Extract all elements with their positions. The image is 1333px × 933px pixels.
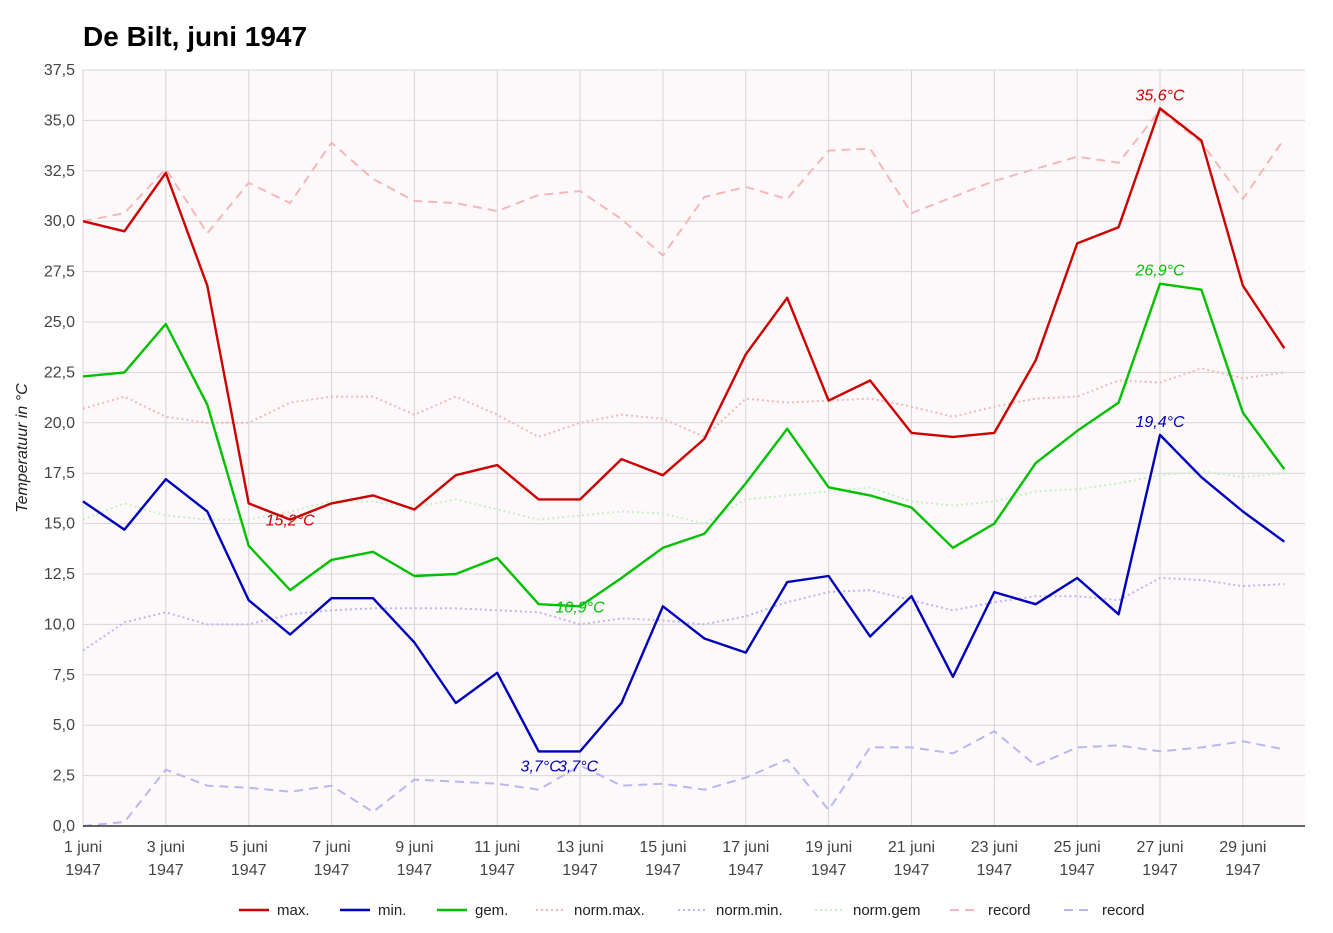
- x-tick-label: 17 juni: [722, 839, 769, 856]
- x-axis-ticks: 1 juni 1947 3 juni 1947 5 juni 1947 7 juni 1947…: [64, 839, 1267, 879]
- x-tick-year-label: 1947: [894, 862, 930, 879]
- y-tick-label: 20,0: [44, 415, 75, 432]
- data-label: 3,7°C: [521, 758, 562, 775]
- x-tick-label: 21 juni: [888, 839, 935, 856]
- data-label: 26,9°C: [1134, 263, 1185, 280]
- x-tick-year-label: 1947: [65, 862, 101, 879]
- series-line-gem-2: [82, 282, 1286, 608]
- legend: max. min. gem. norm.max. norm.min. norm.gem re…: [239, 902, 1145, 919]
- x-tick-label: 9 juni: [395, 839, 433, 856]
- x-tick-year-label: 1947: [977, 862, 1013, 879]
- y-tick-label: 37,5: [44, 62, 75, 79]
- x-tick-label: 11 juni: [474, 839, 520, 856]
- x-tick-year-label: 1947: [811, 862, 847, 879]
- x-tick-year-label: 1947: [314, 862, 350, 879]
- y-tick-label: 17,5: [44, 465, 75, 482]
- x-tick-label: 19 juni: [805, 839, 852, 856]
- y-tick-label: 32,5: [44, 163, 75, 180]
- x-tick-label: 13 juni: [557, 839, 604, 856]
- y-tick-label: 27,5: [44, 264, 75, 281]
- x-tick-year-label: 1947: [397, 862, 433, 879]
- series-line-record-6: [82, 109, 1286, 257]
- y-tick-label: 35,0: [44, 112, 75, 129]
- legend-label[interactable]: record: [988, 902, 1031, 919]
- x-tick-label: 27 juni: [1136, 839, 1183, 856]
- y-tick-label: 12,5: [44, 566, 75, 583]
- y-tick-label: 5,0: [53, 717, 75, 734]
- legend-label[interactable]: record: [1102, 902, 1145, 919]
- series-line-normmax-3: [82, 367, 1285, 438]
- x-tick-label: 7 juni: [312, 839, 350, 856]
- x-tick-label: 15 juni: [639, 839, 686, 856]
- x-tick-label: 29 juni: [1219, 839, 1266, 856]
- x-tick-year-label: 1947: [562, 862, 598, 879]
- series-line-min-1: [82, 433, 1286, 753]
- y-tick-label: 25,0: [44, 314, 75, 331]
- y-tick-label: 0,0: [53, 818, 75, 835]
- x-tick-year-label: 1947: [479, 862, 515, 879]
- data-label: 35,6°C: [1135, 87, 1185, 104]
- y-axis-ticks: 0,0 2,5 5,0 7,5 10,0 12,5 15,0 17,5 20,0 22,5 25,0…: [44, 62, 75, 835]
- y-tick-label: 10,0: [44, 616, 75, 633]
- y-tick-label: 7,5: [53, 667, 75, 684]
- y-tick-label: 22,5: [44, 364, 75, 381]
- y-axis-title: Temperatuur in °C: [14, 383, 31, 513]
- x-tick-label: 5 juni: [230, 839, 268, 856]
- x-tick-label: 23 juni: [971, 839, 1018, 856]
- data-label: 15,2°C: [266, 513, 316, 530]
- x-tick-year-label: 1947: [1059, 862, 1095, 879]
- x-tick-year-label: 1947: [728, 862, 764, 879]
- x-tick-year-label: 1947: [1225, 862, 1261, 879]
- x-tick-label: 25 juni: [1054, 839, 1101, 856]
- legend-label[interactable]: max.: [277, 902, 310, 919]
- series-line-record-7: [82, 730, 1285, 827]
- legend-label[interactable]: gem.: [475, 902, 508, 919]
- chart-title: De Bilt, juni 1947: [83, 21, 307, 52]
- data-label: 10,9°C: [556, 599, 606, 616]
- series-line-max-0: [82, 107, 1286, 521]
- x-tick-year-label: 1947: [1142, 862, 1178, 879]
- legend-label[interactable]: norm.max.: [574, 902, 645, 919]
- x-tick-label: 3 juni: [147, 839, 185, 856]
- x-tick-year-label: 1947: [645, 862, 681, 879]
- series-line-normgem-5: [82, 470, 1285, 525]
- legend-label[interactable]: min.: [378, 902, 406, 919]
- data-label: 3,7°C: [558, 758, 599, 775]
- data-annotations: 35,6°C 26,9°C 19,4°C 15,2°C 10,9°C 3,7°C3,7°C: [266, 87, 1185, 775]
- legend-label[interactable]: norm.gem: [853, 902, 921, 919]
- y-tick-label: 15,0: [44, 516, 75, 533]
- y-tick-label: 30,0: [44, 213, 75, 230]
- x-tick-label: 1 juni: [64, 839, 102, 856]
- series-lines: [82, 107, 1286, 827]
- gridlines: [82, 69, 1305, 827]
- legend-label[interactable]: norm.min.: [716, 902, 783, 919]
- data-label: 19,4°C: [1135, 414, 1185, 431]
- x-tick-year-label: 1947: [231, 862, 267, 879]
- x-tick-year-label: 1947: [148, 862, 184, 879]
- y-tick-label: 2,5: [53, 768, 75, 785]
